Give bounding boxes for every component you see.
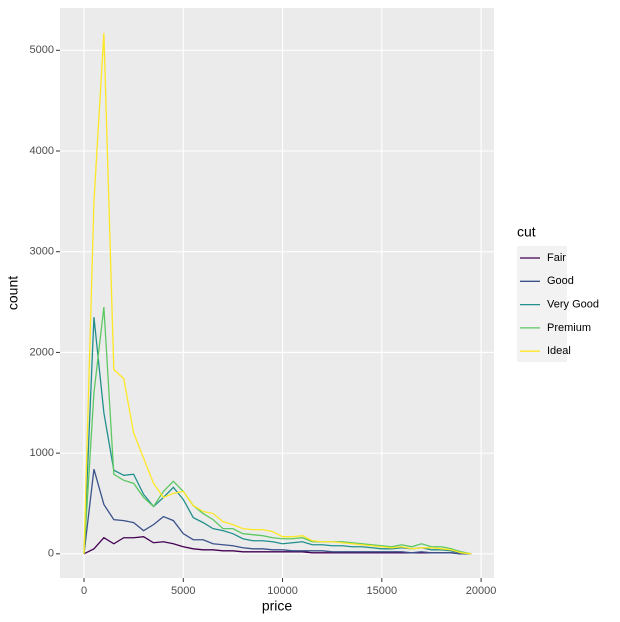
x-tick-label: 20000 bbox=[466, 585, 497, 597]
panel bbox=[60, 8, 494, 578]
legend-label: Premium bbox=[547, 322, 591, 334]
y-tick-label: 1000 bbox=[30, 447, 54, 459]
legend-label: Fair bbox=[547, 252, 566, 264]
y-tick-label: 4000 bbox=[30, 145, 54, 157]
y-axis-title: count bbox=[5, 276, 21, 310]
legend-label: Ideal bbox=[547, 345, 571, 357]
line-series bbox=[83, 33, 472, 555]
x-tick-label: 5000 bbox=[171, 585, 195, 597]
legend-label: Good bbox=[547, 275, 574, 287]
y-tick-label: 2000 bbox=[30, 346, 54, 358]
x-tick-label: 10000 bbox=[267, 585, 298, 597]
y-tick-label: 3000 bbox=[30, 246, 54, 258]
y-tick-label: 0 bbox=[48, 548, 54, 560]
line-series bbox=[83, 307, 472, 555]
x-tick-label: 15000 bbox=[367, 585, 398, 597]
line-series bbox=[83, 469, 472, 555]
x-axis-title: price bbox=[262, 598, 293, 614]
x-tick-label: 0 bbox=[81, 585, 87, 597]
y-tick-label: 5000 bbox=[30, 44, 54, 56]
legend-title: cut bbox=[517, 224, 536, 240]
legend-label: Very Good bbox=[547, 299, 599, 311]
